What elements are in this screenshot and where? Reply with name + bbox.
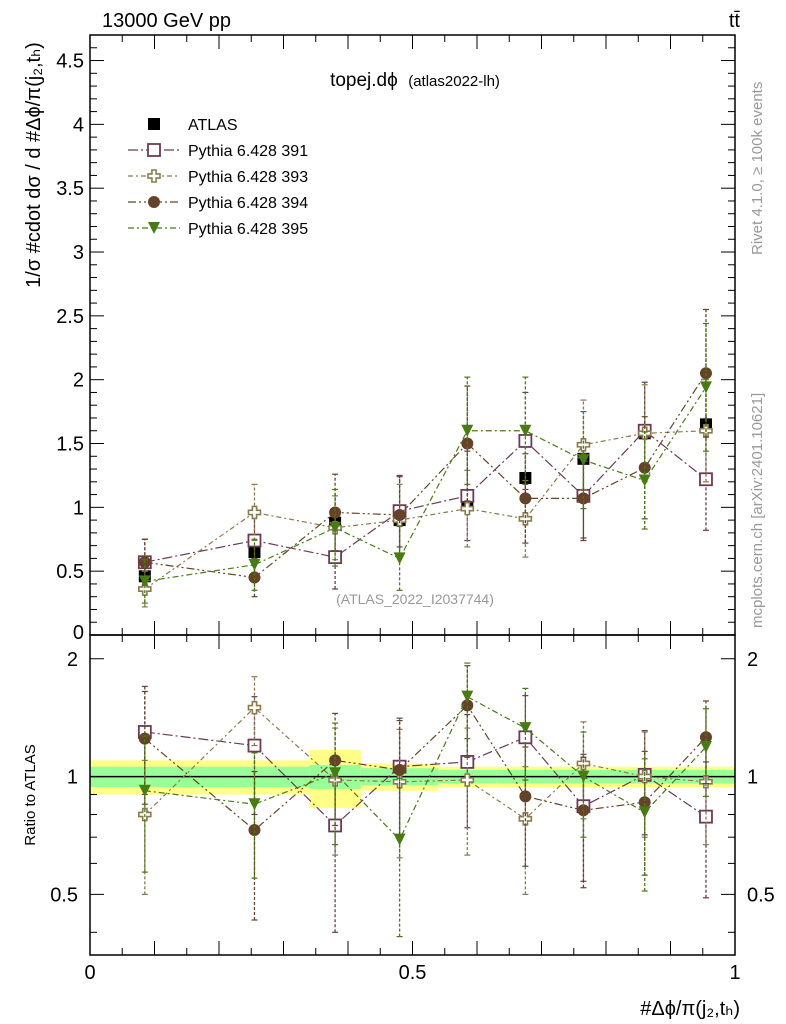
legend-item: Pythia 6.428 395 <box>128 221 308 238</box>
legend-label: Pythia 6.428 394 <box>188 195 308 212</box>
data-point <box>248 558 261 571</box>
legend-label: Pythia 6.428 393 <box>188 169 308 186</box>
legend-item: Pythia 6.428 394 <box>128 195 308 212</box>
ratio-point <box>699 741 712 753</box>
legend-label: ATLAS <box>188 117 238 134</box>
chart-title-main: topej.dϕ <box>330 70 398 91</box>
ratio-point <box>248 824 261 837</box>
legend-label: Pythia 6.428 395 <box>188 221 308 238</box>
ratio-point <box>638 806 651 819</box>
data-point <box>247 505 262 520</box>
ratio-point <box>461 699 474 712</box>
chart-title: topej.dϕ (atlas2022-lh) <box>330 70 500 91</box>
ratio-point <box>393 763 406 776</box>
legend-marker <box>148 222 160 234</box>
y-tick-label-zero: 0 <box>73 622 84 644</box>
data-point <box>576 437 591 452</box>
y-tick-label: 2.5 <box>56 306 84 328</box>
analysis-id-label: (ATLAS_2022_I2037744) <box>336 591 494 607</box>
series-line <box>144 372 707 579</box>
ratio-y-tick-label-right: 1 <box>747 767 758 789</box>
data-point <box>393 552 406 565</box>
y-axis-label-ratio: Ratio to ATLAS <box>22 744 39 845</box>
ratio-point <box>577 770 590 783</box>
ratio-point <box>699 731 712 744</box>
ratio-point <box>247 700 262 715</box>
ratio-y-tick-label: 2 <box>67 649 78 671</box>
y-tick-label: 1 <box>73 497 84 519</box>
legend-item: Pythia 6.428 391 <box>128 143 308 160</box>
y-tick-label: 2 <box>73 370 84 392</box>
series-line <box>144 387 707 582</box>
ratio-series-pythia-6-428-395 <box>138 662 712 938</box>
series-pythia-6-428-395 <box>138 322 712 604</box>
ratio-y-tick-label-right: 2 <box>747 649 758 671</box>
ratio-y-tick-label-right: 0.5 <box>747 884 775 906</box>
ratio-point <box>138 732 151 745</box>
data-point <box>638 474 651 487</box>
data-point <box>393 509 406 521</box>
top-panel-frame <box>89 34 736 636</box>
y-axis-label-top: 1/σ #cdot dσ / d #Δϕ/π(j₂,tₕ) <box>23 42 45 288</box>
ratio-point <box>576 756 591 771</box>
side-label-mcplots: mcplots.cern.ch [arXiv:2401.10621] <box>749 393 766 628</box>
ratio-point <box>637 769 652 784</box>
ratio-point <box>248 798 261 811</box>
y-tick-label: 3.5 <box>56 178 84 200</box>
ratio-point <box>393 833 406 846</box>
header-left-label: 13000 GeV pp <box>102 10 231 32</box>
ratio-series-pythia-6-428-391 <box>137 685 713 933</box>
data-point <box>699 381 712 394</box>
ratio-point <box>329 754 342 767</box>
data-point <box>138 575 151 588</box>
data-point <box>329 506 342 519</box>
legend-marker <box>148 118 160 130</box>
data-point <box>461 424 474 437</box>
x-tick-label: 1 <box>729 962 740 984</box>
ratio-point <box>519 790 532 803</box>
y-tick-label: 3 <box>73 242 84 264</box>
legend-marker <box>147 169 161 183</box>
legend-label: Pythia 6.428 391 <box>188 143 308 160</box>
series-atlas <box>138 416 712 583</box>
series-pythia-6-428-394 <box>138 308 712 598</box>
data-point <box>329 521 342 534</box>
ratio-panel-frame <box>89 634 736 956</box>
ratio-point <box>638 796 651 809</box>
ratio-y-tick-label: 0.5 <box>50 884 78 906</box>
ratio-point <box>460 773 475 787</box>
ratio-point <box>329 767 342 780</box>
series-pythia-6-428-391 <box>137 381 713 590</box>
legend-marker <box>147 143 161 157</box>
ratio-line <box>144 704 707 831</box>
data-point <box>519 492 532 505</box>
legend-item: ATLAS <box>148 117 238 134</box>
x-tick-label: 0.5 <box>399 962 427 984</box>
y-tick-label: 1.5 <box>56 434 84 456</box>
x-axis-label: #Δϕ/π(j₂,tₕ) <box>640 998 740 1020</box>
series-line <box>144 429 707 563</box>
y-tick-label: 0.5 <box>56 561 84 583</box>
side-label-rivet: Rivet 4.1.0, ≥ 100k events <box>749 82 766 255</box>
ratio-y-tick-label: 1 <box>67 767 78 789</box>
y-tick-label: 4 <box>73 114 84 136</box>
ratio-point <box>519 722 532 735</box>
legend-marker <box>148 196 160 208</box>
ratio-point <box>138 784 151 797</box>
legend-item: Pythia 6.428 393 <box>128 169 308 186</box>
ratio-point <box>461 690 474 703</box>
data-point <box>460 501 475 516</box>
header-right-label: tt̄ <box>729 10 741 32</box>
x-tick-label: 0 <box>84 962 95 984</box>
data-point <box>138 582 152 596</box>
chart-title-sub: (atlas2022-lh) <box>408 73 500 90</box>
data-point <box>518 512 533 526</box>
data-point <box>519 424 532 437</box>
data-point <box>577 454 590 467</box>
y-tick-label: 4.5 <box>56 51 84 73</box>
legend: ATLAS Pythia 6.428 391 Pythia 6.428 393 Pyt… <box>128 117 308 238</box>
